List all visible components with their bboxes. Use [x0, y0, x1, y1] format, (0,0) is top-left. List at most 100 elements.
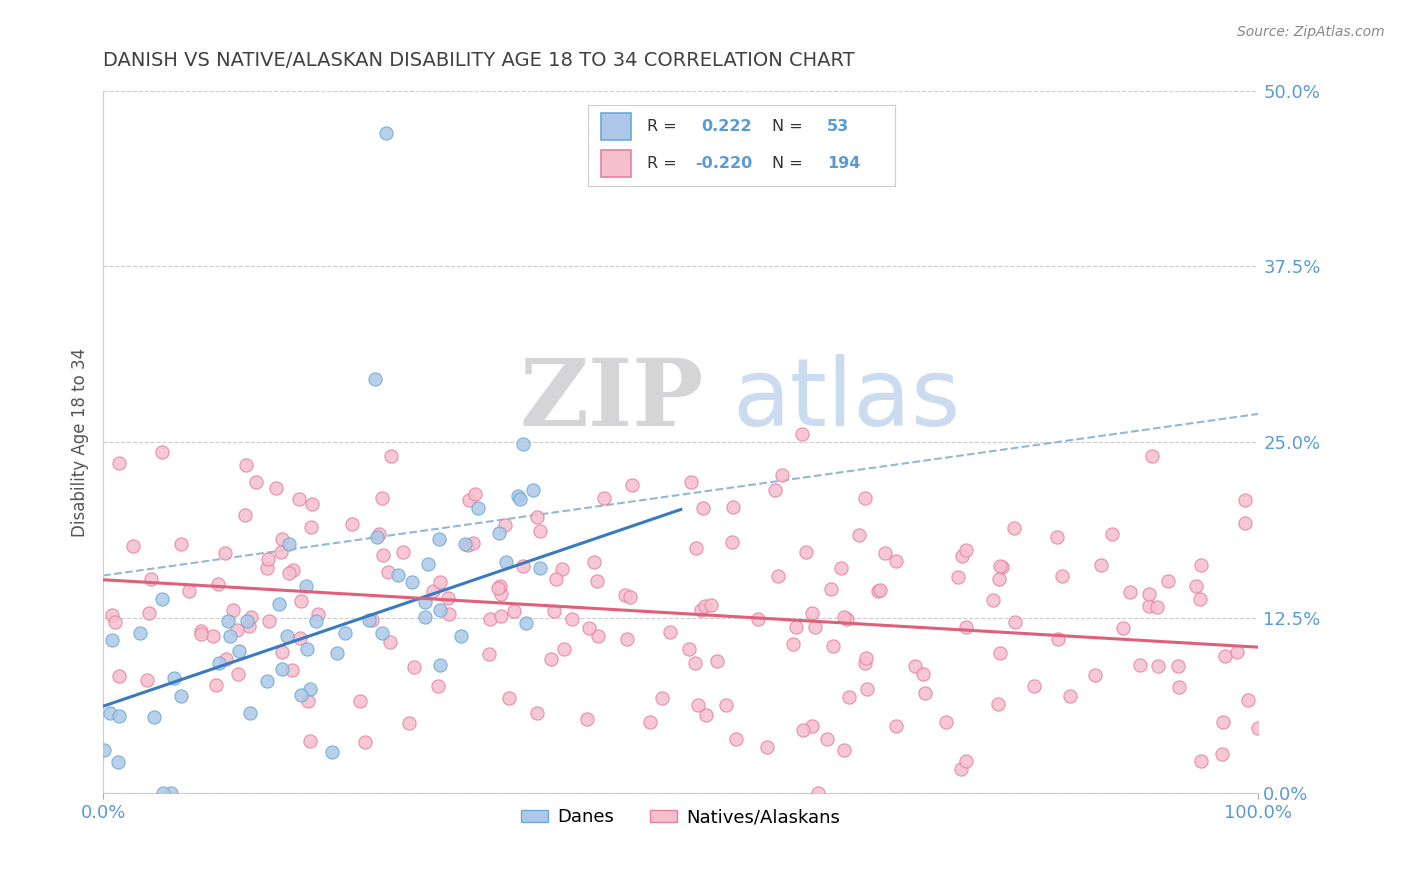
Point — [226, 666, 249, 681]
Point — [1233, 493, 1256, 508]
Point — [288, 492, 311, 507]
Point — [256, 561, 278, 575]
Point — [988, 559, 1011, 574]
Point — [1022, 679, 1045, 693]
Point — [450, 629, 472, 643]
Point — [108, 456, 131, 470]
Point — [1226, 645, 1249, 659]
Legend: Danes, Natives/Alaskans: Danes, Natives/Alaskans — [515, 801, 848, 833]
Point — [208, 656, 231, 670]
Point — [429, 657, 451, 672]
Point — [477, 647, 499, 661]
Point — [101, 632, 124, 647]
Point — [439, 607, 461, 622]
Point — [278, 566, 301, 580]
Point — [413, 595, 436, 609]
Point — [838, 690, 860, 704]
Point — [904, 658, 927, 673]
Point — [366, 530, 388, 544]
Point — [276, 629, 298, 643]
Point — [375, 126, 398, 140]
Point — [238, 619, 260, 633]
Point — [884, 719, 907, 733]
Point — [202, 629, 225, 643]
Point — [801, 719, 824, 733]
Point — [832, 610, 855, 624]
Text: ZIP: ZIP — [519, 355, 703, 445]
Point — [190, 627, 212, 641]
Point — [830, 560, 852, 574]
Point — [686, 698, 709, 713]
Point — [377, 566, 399, 580]
Point — [298, 681, 321, 696]
Point — [217, 614, 239, 628]
Point — [488, 526, 510, 541]
Point — [104, 615, 127, 629]
Point — [363, 372, 385, 386]
Point — [620, 478, 643, 492]
Point — [1101, 527, 1123, 541]
Point — [638, 714, 661, 729]
Point — [588, 629, 610, 643]
Point — [236, 614, 259, 628]
Point — [290, 688, 312, 702]
Point — [949, 762, 972, 776]
Point — [214, 546, 236, 560]
Point — [278, 537, 301, 551]
Point — [695, 707, 717, 722]
Point — [281, 663, 304, 677]
Point — [576, 713, 599, 727]
Point — [371, 625, 394, 640]
Point — [297, 642, 319, 657]
Point — [763, 483, 786, 498]
Point — [582, 555, 605, 569]
Y-axis label: Disability Age 18 to 34: Disability Age 18 to 34 — [72, 348, 89, 537]
Point — [853, 656, 876, 670]
Point — [1212, 715, 1234, 730]
Point — [136, 673, 159, 687]
Point — [685, 541, 707, 555]
Point — [1129, 657, 1152, 672]
Point — [270, 532, 292, 546]
Point — [561, 612, 583, 626]
Point — [782, 637, 804, 651]
Point — [486, 581, 509, 595]
Point — [461, 536, 484, 550]
Point — [616, 632, 638, 646]
Point — [723, 500, 745, 514]
Point — [427, 532, 450, 546]
Point — [422, 584, 444, 599]
Point — [361, 613, 384, 627]
Point — [228, 644, 250, 658]
Point — [823, 639, 845, 653]
Point — [190, 624, 212, 639]
Point — [489, 579, 512, 593]
Point — [848, 528, 870, 542]
Point — [1140, 449, 1163, 463]
Point — [512, 436, 534, 450]
Point — [1090, 558, 1112, 572]
Point — [785, 620, 807, 634]
Point — [93, 743, 115, 757]
Point — [681, 475, 703, 490]
Point — [815, 731, 838, 746]
Point — [502, 604, 524, 618]
Point — [152, 592, 174, 607]
Point — [371, 491, 394, 505]
Point — [305, 615, 328, 629]
Point — [948, 570, 970, 584]
Point — [204, 677, 226, 691]
Point — [239, 706, 262, 720]
Point — [122, 540, 145, 554]
Point — [766, 569, 789, 583]
Point — [553, 642, 575, 657]
Point — [427, 679, 450, 693]
Point — [429, 574, 451, 589]
Point — [990, 559, 1012, 574]
Point — [354, 735, 377, 749]
Point — [498, 691, 520, 706]
Point — [1146, 599, 1168, 614]
Point — [464, 486, 486, 500]
Point — [800, 607, 823, 621]
Point — [283, 563, 305, 577]
